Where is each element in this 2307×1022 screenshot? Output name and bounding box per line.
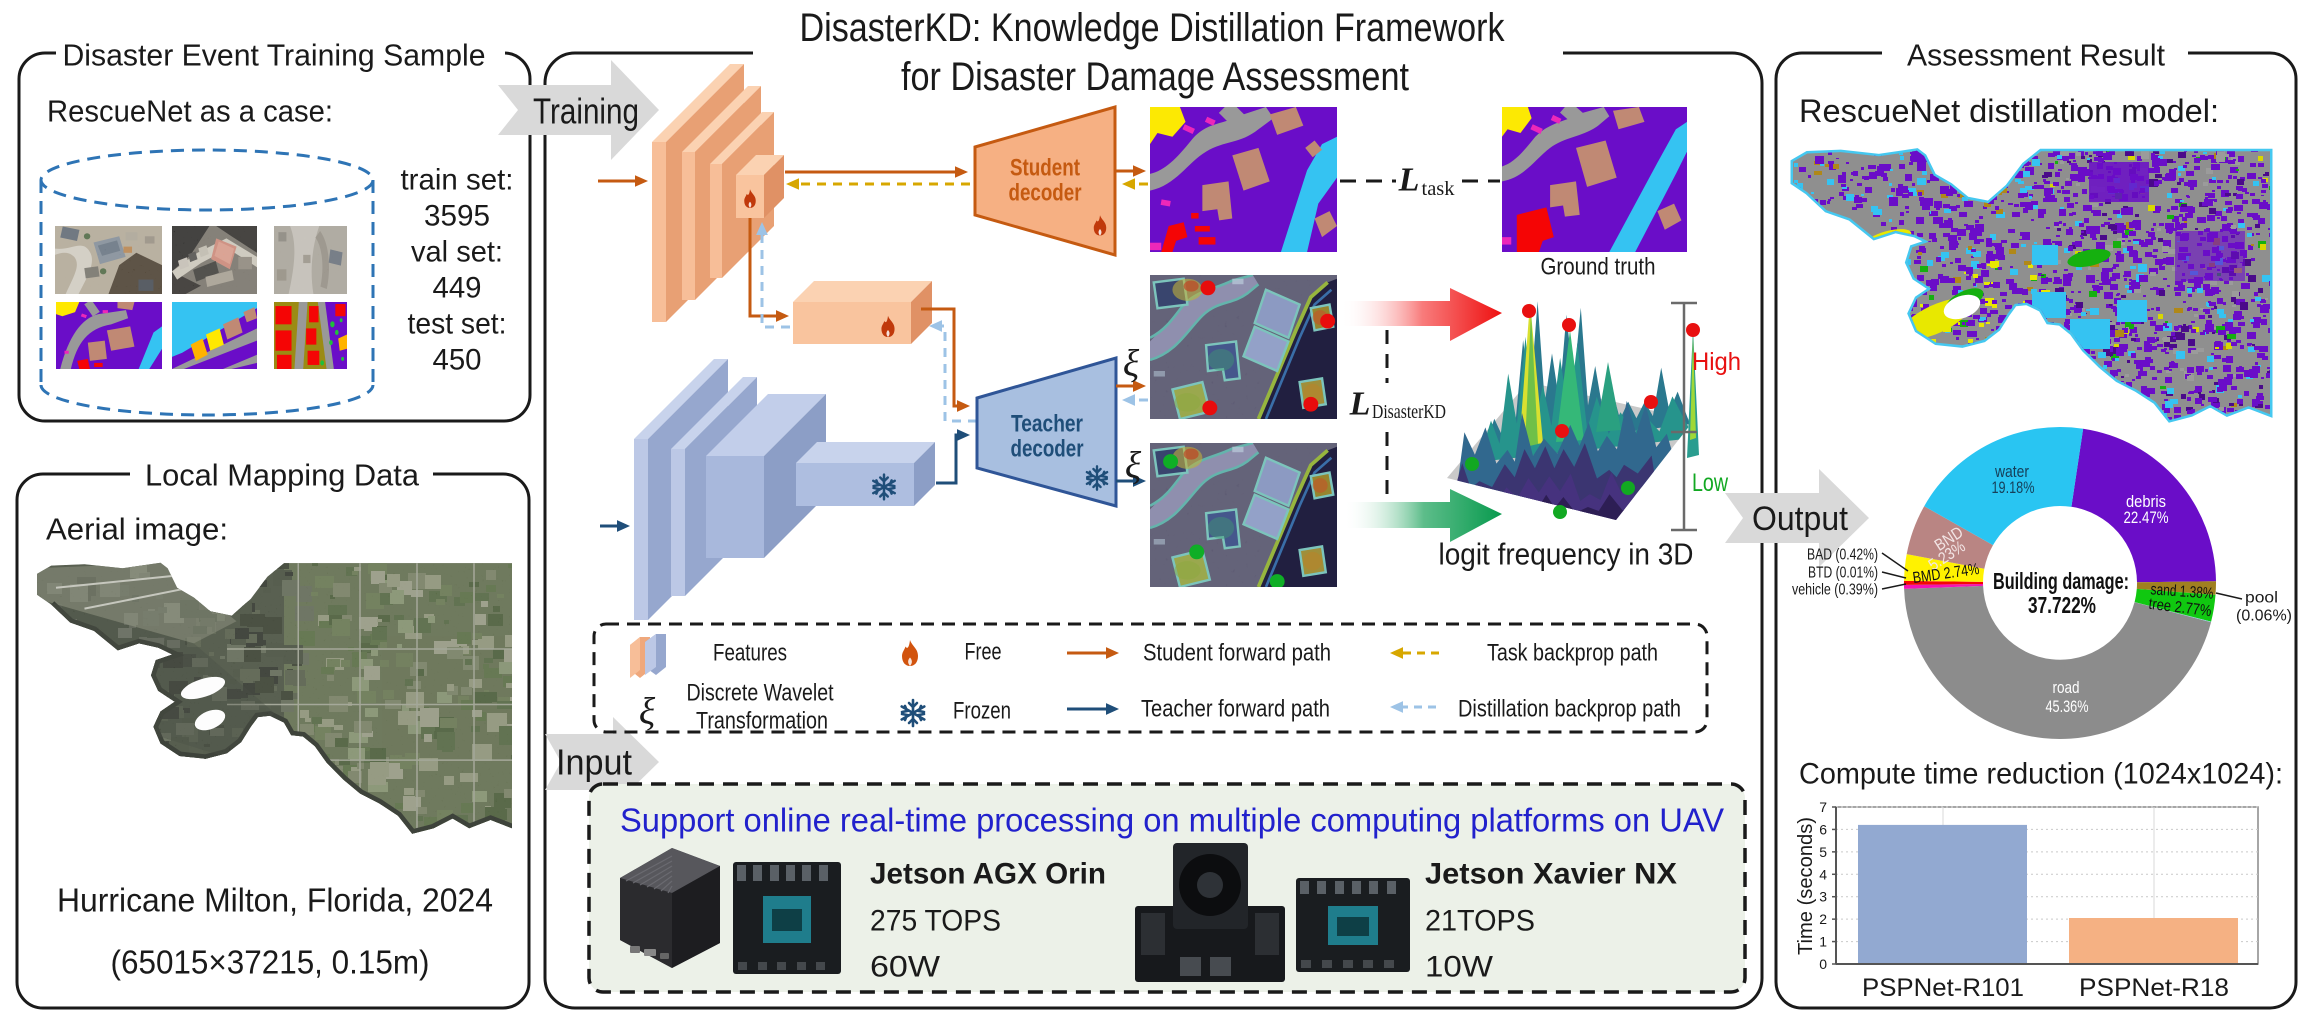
svg-text:DisasterKD: Knowledge Distilla: DisasterKD: Knowledge Distillation Frame… — [800, 6, 1506, 50]
svg-text:3: 3 — [1819, 889, 1827, 905]
svg-text:10W: 10W — [1425, 951, 1494, 984]
svg-text:Discrete Wavelet: Discrete Wavelet — [687, 680, 834, 707]
svg-text:Jetson AGX Orin: Jetson AGX Orin — [870, 858, 1106, 891]
svg-text:debris: debris — [2126, 493, 2166, 511]
svg-text:(65015×37215, 0.15m): (65015×37215, 0.15m) — [111, 944, 430, 981]
svg-text:Time (seconds): Time (seconds) — [1795, 817, 1817, 955]
svg-text:1: 1 — [1819, 934, 1827, 950]
svg-text:L: L — [1398, 162, 1420, 199]
svg-text:(0.06%): (0.06%) — [2236, 608, 2292, 625]
svg-text:275 TOPS: 275 TOPS — [870, 905, 1001, 938]
svg-text:Transformation: Transformation — [696, 708, 828, 735]
svg-text:Ground truth: Ground truth — [1541, 254, 1656, 281]
svg-text:for Disaster Damage Assessment: for Disaster Damage Assessment — [901, 55, 1409, 99]
svg-text:road: road — [2053, 679, 2080, 697]
svg-text:pool: pool — [2245, 590, 2278, 607]
svg-text:7: 7 — [1819, 799, 1827, 815]
svg-text:Low: Low — [1692, 469, 1729, 497]
svg-text:0: 0 — [1819, 956, 1827, 972]
svg-text:ξ: ξ — [1123, 343, 1140, 385]
svg-text:ξ: ξ — [639, 691, 656, 733]
svg-text:decoder: decoder — [1009, 180, 1082, 207]
svg-text:L: L — [1349, 386, 1371, 423]
svg-text:Frozen: Frozen — [953, 698, 1011, 725]
svg-text:449: 449 — [433, 272, 482, 305]
svg-text:train set:: train set: — [401, 164, 514, 197]
svg-text:21TOPS: 21TOPS — [1425, 905, 1535, 938]
svg-text:Student: Student — [1010, 155, 1080, 182]
svg-text:Free: Free — [965, 639, 1002, 666]
svg-text:Local Mapping Data: Local Mapping Data — [145, 458, 420, 493]
svg-text:Disaster Event Training Sample: Disaster Event Training Sample — [63, 38, 486, 73]
svg-text:val set:: val set: — [411, 236, 503, 269]
svg-text:task: task — [1422, 178, 1455, 200]
svg-text:Jetson Xavier NX: Jetson Xavier NX — [1425, 858, 1677, 891]
svg-text:Teacher: Teacher — [1011, 411, 1083, 438]
svg-text:45.36%: 45.36% — [2046, 698, 2089, 716]
svg-text:PSPNet-R18: PSPNet-R18 — [2079, 974, 2229, 1002]
svg-text:Support online real-time proce: Support online real-time processing on m… — [620, 802, 1724, 839]
svg-text:ξ: ξ — [1125, 445, 1142, 487]
svg-text:Task backprop path: Task backprop path — [1487, 640, 1658, 667]
svg-text:BTD (0.01%): BTD (0.01%) — [1808, 565, 1878, 582]
svg-text:Hurricane Milton, Florida, 202: Hurricane Milton, Florida, 2024 — [57, 882, 493, 919]
svg-text:Features: Features — [713, 640, 787, 667]
svg-text:vehicle (0.39%): vehicle (0.39%) — [1792, 582, 1878, 599]
svg-text:Output: Output — [1752, 500, 1849, 538]
svg-text:5: 5 — [1819, 844, 1827, 860]
svg-text:Student forward path: Student forward path — [1143, 640, 1331, 667]
svg-text:22.47%: 22.47% — [2124, 509, 2169, 527]
svg-text:Building damage:: Building damage: — [1993, 568, 2129, 594]
svg-text:Distillation backprop path: Distillation backprop path — [1458, 696, 1681, 723]
svg-text:PSPNet-R101: PSPNet-R101 — [1862, 974, 2024, 1002]
svg-text:water: water — [1994, 463, 2029, 481]
svg-text:37.722%: 37.722% — [2028, 592, 2096, 618]
svg-text:Assessment Result: Assessment Result — [1907, 38, 2165, 73]
svg-text:DisasterKD: DisasterKD — [1372, 401, 1446, 423]
svg-text:Input: Input — [556, 742, 632, 783]
svg-text:Aerial image:: Aerial image: — [46, 512, 228, 547]
svg-text:6: 6 — [1819, 821, 1827, 837]
svg-text:RescueNet as a case:: RescueNet as a case: — [47, 94, 333, 129]
svg-text:High: High — [1692, 348, 1741, 376]
svg-text:Compute time reduction (1024x1: Compute time reduction (1024x1024): — [1799, 758, 2283, 791]
svg-text:19.18%: 19.18% — [1992, 479, 2035, 497]
svg-text:RescueNet distillation model:: RescueNet distillation model: — [1799, 93, 2219, 129]
svg-text:BAD (0.42%): BAD (0.42%) — [1807, 547, 1878, 564]
svg-text:decoder: decoder — [1011, 436, 1084, 463]
svg-text:test set:: test set: — [408, 308, 507, 341]
svg-text:4: 4 — [1819, 866, 1827, 882]
svg-text:sand 1.38%: sand 1.38% — [2150, 581, 2214, 602]
svg-text:450: 450 — [433, 344, 482, 377]
svg-text:2: 2 — [1819, 911, 1827, 927]
svg-text:logit frequency in 3D: logit frequency in 3D — [1439, 537, 1694, 572]
svg-text:3595: 3595 — [424, 200, 490, 233]
svg-text:60W: 60W — [870, 951, 941, 984]
svg-text:Teacher forward path: Teacher forward path — [1141, 696, 1330, 723]
svg-text:Training: Training — [533, 91, 639, 132]
